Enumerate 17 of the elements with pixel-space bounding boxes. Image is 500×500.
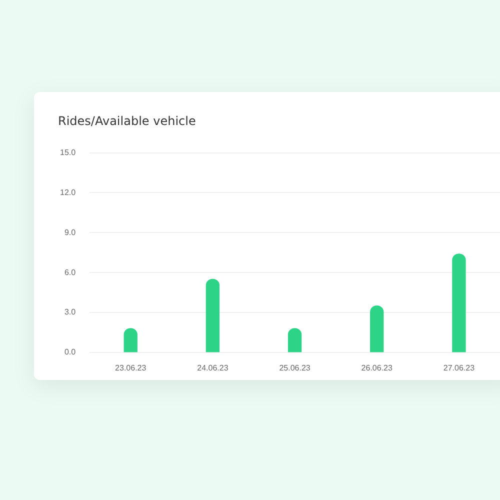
y-tick-label: 9.0 (64, 228, 76, 237)
bar (452, 254, 466, 352)
bar (370, 305, 384, 352)
bar (206, 278, 220, 352)
x-tick-label: 25.06.23 (279, 363, 311, 372)
x-tick-label: 26.06.23 (361, 363, 393, 372)
y-tick-label: 15.0 (60, 148, 76, 158)
chart-title: Rides/Available vehicle (58, 114, 196, 128)
x-tick-label: 27.06.23 (443, 363, 476, 372)
y-tick-label: 0.0 (64, 348, 76, 357)
bar (288, 328, 302, 352)
y-tick-label: 6.0 (64, 268, 76, 277)
x-tick-label: 23.06.23 (115, 363, 147, 372)
x-tick-label: 24.06.23 (197, 363, 229, 372)
y-tick-label: 12.0 (60, 188, 76, 197)
y-tick-label: 3.0 (64, 308, 76, 317)
bar (124, 328, 138, 352)
